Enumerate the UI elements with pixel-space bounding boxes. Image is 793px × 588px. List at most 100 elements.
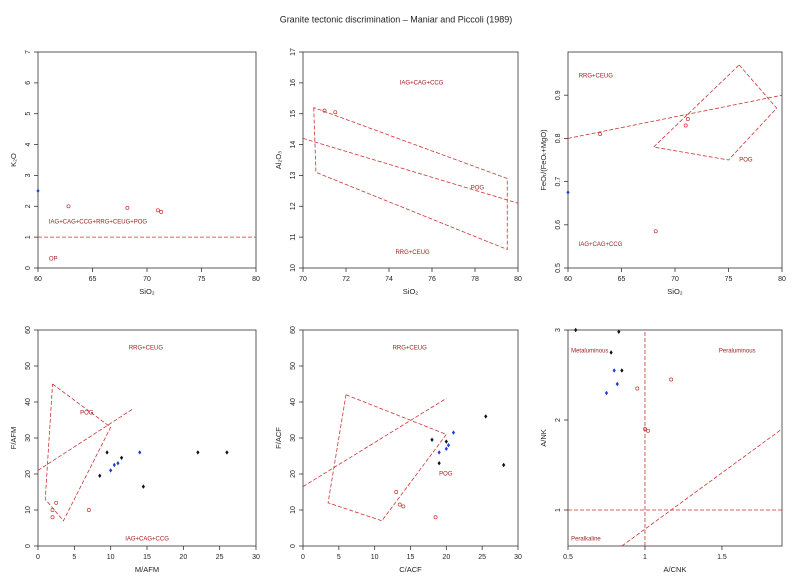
y-tick-label: 14 [290, 141, 297, 149]
point [397, 502, 402, 507]
y-tick-label: 0 [25, 544, 32, 548]
y-tick-label: 13 [290, 171, 297, 179]
x-tick-label: 25 [216, 554, 224, 561]
x-axis-label: M/AFM [135, 565, 159, 574]
y-tick-label: 12 [290, 202, 297, 210]
y-tick-label: 6 [25, 81, 32, 85]
point [141, 484, 145, 489]
y-tick-label: 16 [290, 79, 297, 87]
field-label: RRG+CEUG [393, 346, 428, 352]
point [54, 500, 59, 505]
x-tick-label: 72 [342, 276, 350, 283]
x-tick-label: 70 [671, 276, 679, 283]
x-tick-label: 10 [107, 554, 115, 561]
point [322, 108, 327, 113]
y-tick-label: 40 [25, 398, 32, 406]
point [604, 390, 609, 396]
x-tick-label: 0 [36, 554, 40, 561]
field-boundary [327, 394, 447, 522]
y-tick-label: 15 [290, 110, 297, 118]
point [617, 329, 621, 334]
y-tick-label: 7 [25, 50, 32, 54]
point [502, 462, 506, 468]
plot-frame [37, 51, 257, 269]
field-label: Peralkaline [571, 536, 601, 542]
x-tick-label: 74 [385, 276, 393, 283]
y-tick-label: 1 [555, 508, 562, 512]
point [119, 455, 124, 460]
y-axis-label: F/AFM [9, 427, 18, 450]
point [437, 461, 441, 466]
x-tick-label: 20 [179, 554, 187, 561]
point [566, 190, 570, 195]
field-boundary [302, 138, 519, 204]
x-tick-label: 0 [301, 554, 305, 561]
y-tick-label: 50 [25, 362, 32, 370]
field-boundary [37, 408, 133, 471]
point [109, 468, 113, 473]
x-tick-label: 1 [643, 554, 647, 561]
point [50, 515, 55, 520]
x-tick-label: 15 [143, 554, 151, 561]
field-boundary [621, 428, 783, 547]
y-tick-label: 0.5 [555, 263, 562, 273]
point [105, 450, 109, 455]
y-tick-label: 30 [25, 434, 32, 442]
x-tick-label: 75 [725, 276, 733, 283]
field-label: IAG+CAG+CCG [400, 80, 444, 86]
x-tick-label: 65 [618, 276, 626, 283]
y-tick-label: 3 [25, 173, 32, 177]
x-axis-label: A/CNK [664, 565, 687, 574]
point [683, 123, 688, 128]
y-tick-label: 60 [25, 326, 32, 334]
y-tick-label: 4 [25, 143, 32, 147]
y-tick-label: 0 [290, 544, 297, 548]
point [155, 208, 160, 213]
x-tick-label: 60 [564, 276, 572, 283]
field-label: RRG+CEUG [129, 346, 164, 352]
point [484, 414, 488, 419]
y-tick-label: 2 [25, 204, 32, 208]
x-tick-label: 70 [143, 276, 151, 283]
field-label: Metaluminous [571, 348, 608, 354]
point [444, 439, 448, 444]
field-label: POG [80, 410, 94, 416]
y-tick-label: 40 [290, 398, 297, 406]
point [138, 450, 142, 455]
field-boundary [302, 398, 447, 487]
plot-frame [302, 329, 519, 547]
x-tick-label: 20 [442, 554, 450, 561]
y-axis-label: K₂O [9, 153, 18, 167]
point [196, 450, 200, 455]
x-tick-label: 60 [34, 276, 42, 283]
point [574, 327, 578, 333]
plot-frame [37, 329, 257, 547]
field-label: RRG+CEUG [395, 250, 430, 256]
figure-title: Granite tectonic discrimination – Maniar… [280, 14, 513, 24]
point [225, 450, 229, 455]
y-tick-label: 20 [290, 470, 297, 478]
point [646, 428, 651, 433]
point [394, 490, 399, 494]
field-label: POG [471, 185, 485, 191]
point [669, 377, 674, 382]
plot-frame [567, 329, 783, 547]
y-tick-label: 11 [290, 233, 297, 240]
y-tick-label: 30 [290, 434, 297, 442]
x-axis-label: SiO₂ [403, 287, 419, 296]
x-tick-label: 65 [89, 276, 97, 283]
point [66, 204, 71, 209]
x-tick-label: 5 [337, 554, 341, 561]
x-tick-label: 0.5 [563, 554, 573, 561]
x-tick-label: 70 [299, 276, 307, 283]
point [444, 446, 448, 451]
field-label: IAG+CAG+CCG+RRG+CEUG+POG [49, 219, 148, 225]
x-tick-label: 80 [514, 276, 522, 283]
point [643, 427, 647, 431]
field-boundary [652, 64, 778, 161]
x-tick-label: 30 [252, 554, 260, 561]
point [50, 508, 55, 512]
y-tick-label: 0.9 [555, 90, 562, 100]
field-label: IAG+CAG+CCG [125, 536, 169, 542]
